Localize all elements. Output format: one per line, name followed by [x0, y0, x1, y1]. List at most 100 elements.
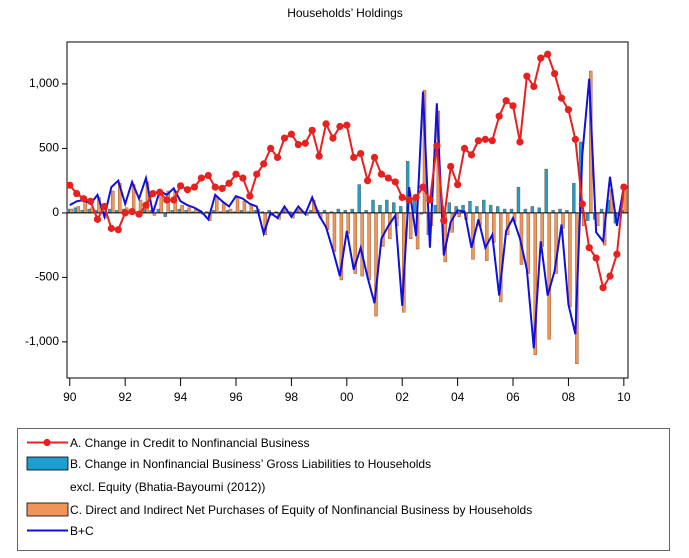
- bar: [360, 212, 364, 277]
- bar: [242, 201, 247, 214]
- bar: [433, 204, 438, 214]
- marker: [613, 250, 621, 258]
- marker: [474, 137, 482, 145]
- marker: [509, 102, 517, 110]
- bar: [66, 208, 70, 214]
- bar: [332, 212, 337, 252]
- bar: [378, 204, 382, 214]
- x-tick-label: 10: [617, 390, 631, 404]
- marker: [571, 135, 579, 143]
- legend: A. Change in Credit to Nonfinancial Busi…: [17, 428, 670, 551]
- legend-item: B+C: [22, 520, 669, 541]
- bar: [623, 189, 628, 214]
- bar: [371, 199, 375, 214]
- bar: [159, 194, 164, 214]
- bar: [516, 186, 521, 214]
- y-tick-label: -500: [35, 270, 59, 284]
- bar: [544, 168, 548, 214]
- marker: [100, 202, 108, 211]
- plot-frame: [66, 41, 629, 379]
- marker: [357, 149, 365, 158]
- marker: [495, 112, 503, 120]
- marker: [315, 152, 323, 160]
- marker: [599, 284, 607, 292]
- chart-title: Households’ Holdings: [287, 6, 403, 20]
- marker: [488, 137, 496, 145]
- marker: [377, 170, 386, 178]
- bar: [235, 197, 240, 214]
- x-tick-label: 96: [229, 390, 243, 404]
- x-tick-label: 08: [562, 390, 576, 404]
- marker: [80, 195, 88, 203]
- marker: [211, 183, 219, 191]
- marker: [114, 226, 122, 234]
- x-tick-label: 90: [63, 390, 77, 404]
- legend-item: B. Change in Nonfinancial Business’ Gros…: [22, 453, 669, 499]
- bar: [408, 212, 413, 239]
- legend-label: B+C: [70, 524, 94, 538]
- legend-label: A. Change in Credit to Nonfinancial Busi…: [70, 436, 310, 450]
- bar: [530, 206, 535, 214]
- marker: [163, 196, 171, 204]
- bar: [69, 208, 73, 214]
- bar: [599, 208, 604, 214]
- bar: [572, 183, 576, 214]
- marker: [606, 272, 614, 280]
- marker: [370, 153, 379, 162]
- bar: [468, 201, 472, 214]
- marker: [322, 120, 330, 128]
- marker: [267, 144, 275, 153]
- marker: [246, 192, 254, 200]
- marker: [426, 196, 434, 204]
- marker: [301, 139, 309, 147]
- bar: [502, 208, 507, 214]
- bar: [547, 212, 551, 340]
- marker: [516, 138, 524, 146]
- marker: [135, 210, 143, 218]
- bar: [495, 206, 500, 214]
- marker: [467, 151, 476, 159]
- marker: [447, 162, 455, 171]
- bar: [523, 208, 528, 214]
- marker: [585, 244, 593, 252]
- marker: [86, 197, 95, 205]
- bar: [76, 206, 80, 214]
- y-tick-label: -1,000: [25, 334, 59, 348]
- marker: [273, 153, 282, 162]
- bar: [447, 202, 451, 214]
- chart: Households’ Holdings -1,000 -500 0 500 1,000…: [25, 6, 631, 404]
- marker: [592, 254, 600, 262]
- marker: [170, 196, 178, 204]
- marker: [308, 126, 316, 134]
- bar: [83, 202, 87, 214]
- marker: [107, 224, 115, 232]
- marker: [336, 122, 344, 131]
- marker: [384, 174, 392, 182]
- marker: [183, 186, 192, 194]
- marker: [440, 217, 448, 225]
- marker: [239, 174, 247, 182]
- marker: [204, 171, 212, 180]
- bar: [350, 208, 354, 214]
- marker: [481, 135, 489, 143]
- bar: [215, 197, 219, 214]
- marker: [232, 170, 240, 178]
- marker: [287, 130, 295, 138]
- marker: [544, 50, 552, 58]
- marker: [197, 174, 205, 182]
- bar: [228, 208, 233, 214]
- marker: [523, 72, 531, 80]
- marker: [530, 82, 538, 91]
- bar: [586, 212, 590, 221]
- x-tick-label: 98: [285, 390, 299, 404]
- marker: [176, 182, 185, 190]
- marker: [294, 140, 302, 149]
- legend-swatch: [26, 502, 69, 517]
- x-tick-label: 06: [506, 390, 520, 404]
- marker: [433, 142, 441, 150]
- bar: [526, 212, 531, 274]
- bar: [385, 199, 389, 214]
- bar: [108, 208, 112, 214]
- legend-swatch: [26, 456, 69, 471]
- bar: [399, 206, 403, 214]
